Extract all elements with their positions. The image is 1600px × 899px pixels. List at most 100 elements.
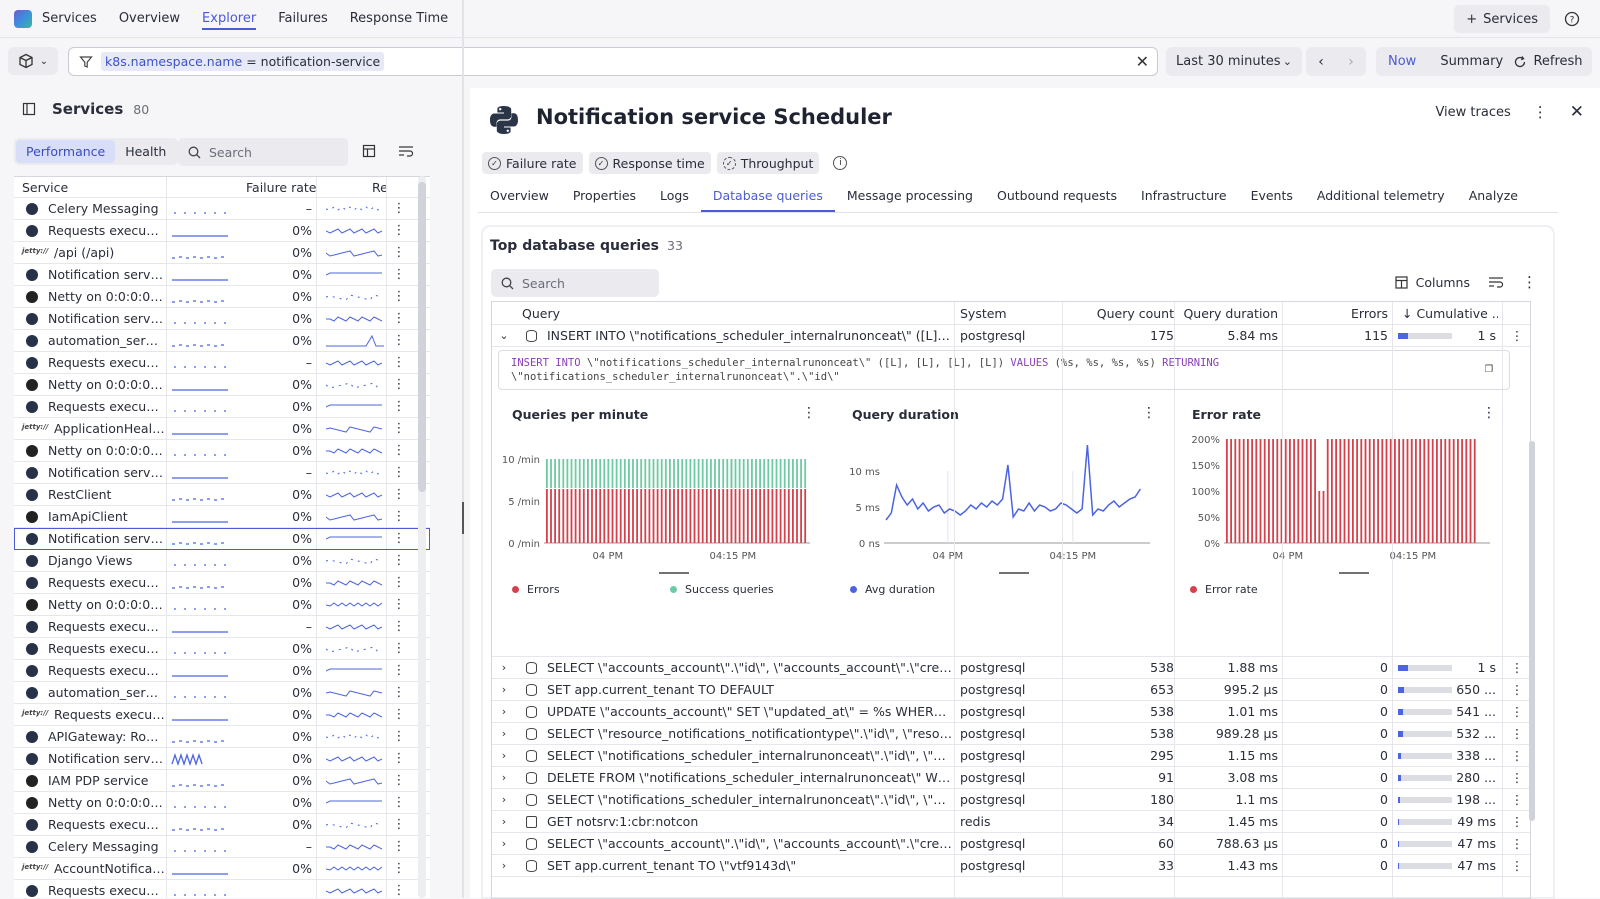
row-more-icon[interactable]: ⋮	[1510, 328, 1524, 343]
row-more-icon[interactable]: ⋮	[392, 223, 406, 238]
row-more-icon[interactable]: ⋮	[392, 201, 406, 216]
row-more-icon[interactable]: ⋮	[392, 399, 406, 414]
col-failure-header[interactable]: Failure rate	[246, 179, 317, 195]
table-more-icon[interactable]: ⋮	[1522, 273, 1537, 291]
row-more-icon[interactable]: ⋮	[392, 465, 406, 480]
service-row[interactable]: jetty:// ApplicationHealthService 0% ⋮	[14, 418, 430, 440]
service-row[interactable]: Notification service API 0% ⋮	[14, 308, 430, 330]
col-response-header[interactable]: Re	[372, 179, 388, 195]
health-tab[interactable]: Health	[125, 144, 167, 159]
service-row[interactable]: Requests executed in background threads 0…	[14, 660, 430, 682]
row-more-icon[interactable]: ⋮	[1510, 660, 1524, 675]
service-row[interactable]: Requests executed in background threads 0…	[14, 638, 430, 660]
row-more-icon[interactable]: ⋮	[1510, 814, 1524, 829]
row-more-icon[interactable]: ⋮	[392, 861, 406, 876]
row-more-icon[interactable]: ⋮	[392, 597, 406, 612]
col-cumulative-header[interactable]: ↓ Cumulative ...	[1402, 306, 1498, 321]
row-more-icon[interactable]: ⋮	[392, 773, 406, 788]
service-row[interactable]: RestClient 0% ⋮	[14, 484, 430, 506]
service-row[interactable]: Notification service Worker – ⋮	[14, 462, 430, 484]
service-row[interactable]: automation_server 0% ⋮	[14, 330, 430, 352]
row-more-icon[interactable]: ⋮	[392, 729, 406, 744]
line-wrap-icon[interactable]	[1488, 275, 1504, 289]
copy-icon[interactable]: ❐	[1484, 360, 1493, 376]
chevron-right-icon[interactable]: ›	[501, 859, 507, 872]
query-row[interactable]: › SELECT \"notifications_scheduler_intern…	[492, 789, 1530, 811]
filter-chip[interactable]: k8s.namespace.name = notification-servic…	[101, 52, 385, 71]
row-more-icon[interactable]: ⋮	[392, 509, 406, 524]
help-icon[interactable]: ?	[1558, 5, 1586, 33]
row-more-icon[interactable]: ⋮	[392, 641, 406, 656]
chevron-right-icon[interactable]: ›	[501, 771, 507, 784]
refresh-button[interactable]: Refresh	[1504, 47, 1592, 76]
tab-properties[interactable]: Properties	[572, 187, 637, 203]
service-row[interactable]: IamApiClient 0% ⋮	[14, 506, 430, 528]
chevron-right-icon[interactable]: ›	[501, 661, 507, 674]
service-row[interactable]: jetty:// /api (/api) 0% ⋮	[14, 242, 430, 264]
queries-search-input[interactable]: Search	[491, 269, 659, 297]
row-more-icon[interactable]: ⋮	[392, 553, 406, 568]
next-timeframe-button[interactable]: ›	[1336, 47, 1366, 76]
row-more-icon[interactable]: ⋮	[1510, 792, 1524, 807]
row-more-icon[interactable]: ⋮	[392, 795, 406, 810]
panel-splitter[interactable]	[462, 0, 464, 898]
row-more-icon[interactable]: ⋮	[392, 883, 406, 898]
row-more-icon[interactable]: ⋮	[392, 575, 406, 590]
performance-tab[interactable]: Performance	[16, 140, 116, 163]
col-errors-header[interactable]: Errors	[1351, 305, 1388, 321]
services-search-input[interactable]: Search	[178, 138, 348, 166]
chart-more-icon[interactable]: ⋮	[1142, 405, 1156, 421]
row-more-icon[interactable]: ⋮	[392, 377, 406, 392]
row-more-icon[interactable]: ⋮	[392, 421, 406, 436]
row-more-icon[interactable]: ⋮	[392, 685, 406, 700]
tab-analyze[interactable]: Analyze	[1468, 187, 1518, 203]
tab-infrastructure[interactable]: Infrastructure	[1141, 187, 1227, 203]
tab-database-queries[interactable]: Database queries	[700, 180, 835, 212]
service-row[interactable]: jetty:// Requests executed in background …	[14, 704, 430, 726]
service-row[interactable]: Requests executed in background threads –…	[14, 616, 430, 638]
row-more-icon[interactable]: ⋮	[392, 443, 406, 458]
failure-rate-badge[interactable]: ✓ Failure rate	[482, 152, 583, 174]
service-row[interactable]: Netty on 0:0:0:0:0:0:0:0 0% ⋮	[14, 594, 430, 616]
service-row[interactable]: Requests executed in background threads 0…	[14, 396, 430, 418]
row-more-icon[interactable]: ⋮	[392, 817, 406, 832]
chevron-right-icon[interactable]: ›	[501, 727, 507, 740]
service-row[interactable]: Celery Messaging – ⋮	[14, 836, 430, 858]
tab-additional-telemetry[interactable]: Additional telemetry	[1316, 187, 1445, 203]
chevron-right-icon[interactable]: ›	[501, 749, 507, 762]
info-icon[interactable]: i	[833, 156, 848, 170]
line-wrap-icon[interactable]	[398, 144, 414, 158]
chevron-down-icon[interactable]: ⌄	[499, 329, 509, 342]
chevron-right-icon[interactable]: ›	[501, 837, 507, 850]
previous-timeframe-button[interactable]: ‹	[1306, 47, 1336, 76]
view-traces-button[interactable]: View traces	[1435, 104, 1511, 120]
row-more-icon[interactable]: ⋮	[392, 839, 406, 854]
row-more-icon[interactable]: ⋮	[1510, 682, 1524, 697]
now-button[interactable]: Now	[1388, 54, 1417, 69]
service-row[interactable]: Requests executed in background threads –…	[14, 352, 430, 374]
chevron-right-icon[interactable]: ›	[501, 705, 507, 718]
service-row[interactable]: Requests executed in background threads 0…	[14, 572, 430, 594]
service-row[interactable]: Requests executed in background threads 0…	[14, 220, 430, 242]
query-row[interactable]: › SELECT \"resource_notifications_notific…	[492, 723, 1530, 745]
clear-filter-icon[interactable]: ✕	[1135, 52, 1149, 71]
service-row[interactable]: jetty:// AccountNotificationService 0% ⋮	[14, 858, 430, 880]
query-row[interactable]: › UPDATE \"accounts_account\" SET \"updat…	[492, 701, 1530, 723]
row-more-icon[interactable]: ⋮	[1510, 704, 1524, 719]
service-row[interactable]: Netty on 0:0:0:0:0:0:0:0 0% ⋮	[14, 792, 430, 814]
col-count-header[interactable]: Query count	[1096, 305, 1174, 321]
service-row[interactable]: Notification service API 0% ⋮	[14, 748, 430, 770]
row-more-icon[interactable]: ⋮	[392, 531, 406, 546]
row-more-icon[interactable]: ⋮	[392, 663, 406, 678]
query-row[interactable]: › SELECT \"notifications_scheduler_intern…	[492, 745, 1530, 767]
chart-more-icon[interactable]: ⋮	[802, 405, 816, 421]
service-row[interactable]: Requests executed in background threads ⋮	[14, 880, 430, 898]
throughput-badge[interactable]: ✓ Throughput	[716, 152, 820, 174]
service-row[interactable]: APIGateway: Router 0% ⋮	[14, 726, 430, 748]
nav-explorer[interactable]: Explorer	[202, 0, 257, 38]
timeframe-selector[interactable]: Last 30 minutes ⌄	[1166, 47, 1302, 76]
row-more-icon[interactable]: ⋮	[392, 619, 406, 634]
filter-input[interactable]: k8s.namespace.name = notification-servic…	[68, 47, 1158, 76]
service-row[interactable]: Netty on 0:0:0:0:0:0:0:0 0% ⋮	[14, 440, 430, 462]
query-row[interactable]: › SELECT \"accounts_account\".\"id\", \"a…	[492, 657, 1530, 679]
